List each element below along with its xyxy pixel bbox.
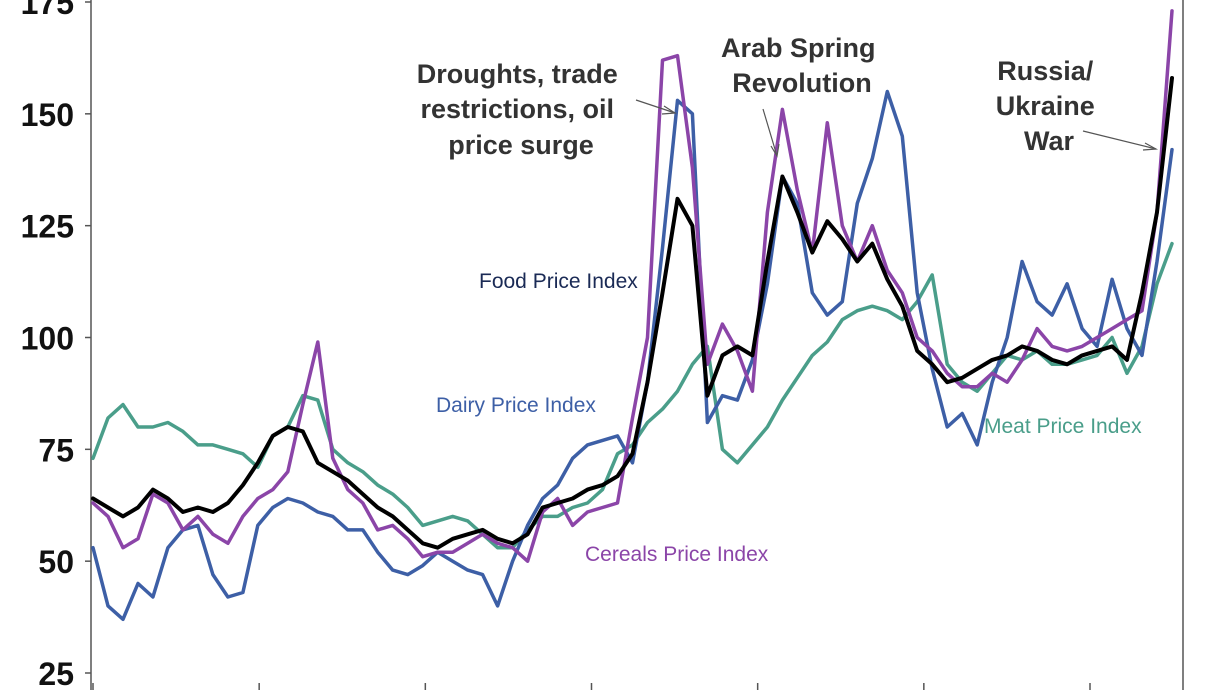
annotation-russia-ukraine: Russia/ Ukraine War <box>996 56 1103 156</box>
russia-arrowhead <box>1142 142 1159 151</box>
y-tick-label: 50 <box>38 544 74 580</box>
annotation-russia-line-2: Ukraine <box>996 91 1095 121</box>
y-tick-label: 100 <box>21 321 74 357</box>
dairy-series-label: Dairy Price Index <box>436 394 596 417</box>
y-tick-label: 75 <box>38 432 74 468</box>
annotation-arab-line-2: Revolution <box>732 68 872 98</box>
series-layer <box>91 9 1174 622</box>
annotation-arrows <box>635 99 1159 158</box>
annotation-droughts-line-3: price surge <box>448 130 594 160</box>
annotation-arab-line-1: Arab Spring <box>721 33 876 63</box>
y-tick-label: 175 <box>21 0 74 21</box>
annotation-russia-line-1: Russia/ <box>997 56 1094 86</box>
annotation-droughts: Droughts, trade restrictions, oil price … <box>417 59 626 160</box>
meat-series-label: Meat Price Index <box>984 415 1142 438</box>
annotation-droughts-line-2: restrictions, oil <box>420 94 614 124</box>
y-ticks: 175 150 125 100 75 50 25 <box>21 0 91 692</box>
food-series-label: Food Price Index <box>479 270 638 293</box>
dairy-price-line <box>91 89 1174 622</box>
arab-arrowhead <box>770 143 780 158</box>
y-tick-label: 125 <box>21 209 74 245</box>
cereals-series-label: Cereals Price Index <box>585 543 769 566</box>
food-price-line <box>91 76 1174 550</box>
arab-arrow <box>762 108 778 157</box>
annotation-droughts-line-1: Droughts, trade <box>417 59 618 89</box>
droughts-arrowhead <box>661 105 677 115</box>
droughts-arrow <box>635 99 676 114</box>
annotation-arab-spring: Arab Spring Revolution <box>721 33 883 98</box>
y-tick-label: 25 <box>38 656 74 690</box>
y-tick-label: 150 <box>21 97 74 133</box>
x-ticks <box>92 683 1091 690</box>
russia-arrow <box>1082 130 1157 150</box>
cereals-price-line <box>91 9 1174 563</box>
annotation-russia-line-3: War <box>1024 126 1074 156</box>
